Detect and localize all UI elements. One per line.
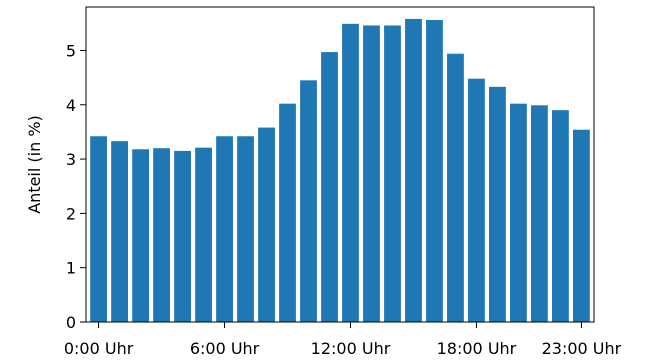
bar-hour-14 (384, 25, 401, 323)
bar-hour-19 (489, 86, 506, 322)
y-tick-label: 1 (66, 259, 76, 278)
bar-hour-0 (90, 136, 107, 322)
bars-group (90, 18, 590, 323)
x-axis-ticks: 0:00 Uhr 6:00 Uhr 12:00 Uhr 18:00 Uhr 23:00 … (64, 322, 622, 358)
bar-hour-8 (258, 127, 275, 322)
bar-hour-20 (510, 103, 527, 322)
bar-hour-4 (174, 150, 191, 322)
bar-hour-5 (195, 147, 212, 322)
bar-hour-2 (132, 149, 149, 322)
bar-hour-1 (111, 141, 128, 322)
y-axis-ticks: 0 1 2 3 4 5 (66, 41, 86, 332)
y-tick-label: 4 (66, 96, 76, 115)
bar-hour-21 (531, 105, 548, 322)
bar-hour-9 (279, 103, 296, 322)
bar-hour-11 (321, 52, 338, 323)
bar-hour-16 (426, 20, 443, 322)
bar-hour-7 (237, 136, 254, 322)
x-tick-label: 23:00 Uhr (542, 339, 622, 358)
y-tick-label: 0 (66, 313, 76, 332)
x-tick-label: 6:00 Uhr (190, 339, 260, 358)
bar-hour-15 (405, 18, 422, 323)
y-tick-label: 3 (66, 150, 76, 169)
bar-hour-23 (573, 129, 590, 322)
x-tick-label: 12:00 Uhr (311, 339, 391, 358)
bar-hour-13 (363, 25, 380, 323)
bar-hour-10 (300, 80, 317, 322)
bar-hour-12 (342, 23, 359, 322)
y-tick-label: 2 (66, 204, 76, 223)
plot-frame (85, 6, 595, 323)
bar-hour-17 (447, 53, 464, 322)
y-axis-label: Anteil (in %) (25, 115, 44, 214)
y-tick-label: 5 (66, 41, 76, 60)
bar-hour-18 (468, 78, 485, 322)
x-tick-label: 18:00 Uhr (437, 339, 517, 358)
bar-hour-6 (216, 136, 233, 322)
bar-hour-3 (153, 148, 170, 322)
bar-hour-22 (552, 110, 569, 322)
x-tick-label: 0:00 Uhr (64, 339, 134, 358)
